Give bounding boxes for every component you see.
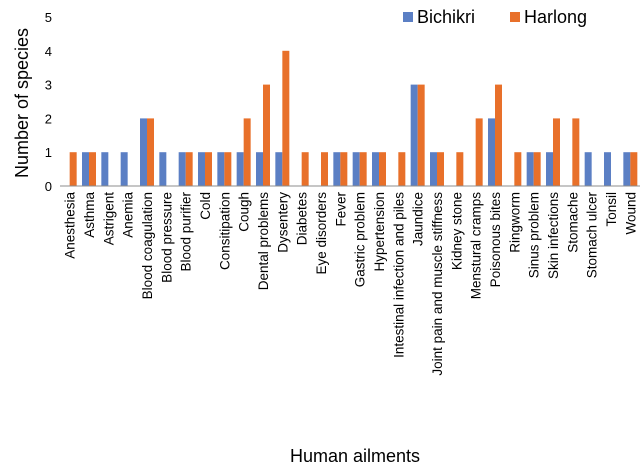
bar-harlong [360, 152, 367, 186]
bar-harlong [70, 152, 77, 186]
y-tick-label: 3 [45, 78, 52, 93]
x-category-label: Joint pain and muscle stiffness [430, 192, 445, 376]
y-axis-ticks: 0 1 2 3 4 5 [45, 10, 52, 194]
bar-harlong [89, 152, 96, 186]
x-category-label: Anemia [121, 192, 136, 238]
bar-bichikri [101, 152, 108, 186]
x-category-label: Fever [333, 192, 348, 227]
x-category-label: Intestinal infection and piles [391, 192, 406, 358]
bar-bichikri [275, 152, 282, 186]
bar-harlong [302, 152, 309, 186]
bar-bichikri [217, 152, 224, 186]
y-tick-label: 4 [45, 44, 52, 59]
x-category-label: Skin infections [546, 192, 561, 279]
x-category-label: Diabetes [295, 192, 310, 246]
y-tick-label: 5 [45, 10, 52, 25]
bar-harlong [476, 118, 483, 186]
x-category-label: Sinus problem [527, 192, 542, 278]
bar-bichikri [333, 152, 340, 186]
y-axis-label: Number of species [12, 28, 32, 178]
bar-bichikri [527, 152, 534, 186]
bar-bichikri [140, 118, 147, 186]
x-category-label: Cough [237, 192, 252, 232]
bar-harlong [572, 118, 579, 186]
x-category-label: Jaundice [411, 192, 426, 246]
bar-bichikri [623, 152, 630, 186]
bar-harlong [630, 152, 637, 186]
x-category-label: Anesthesia [63, 192, 78, 259]
x-category-label: Cold [198, 192, 213, 220]
bar-harlong [553, 118, 560, 186]
x-category-label: Blood coagulation [140, 192, 155, 299]
bar-harlong [263, 85, 270, 186]
y-tick-label: 0 [45, 179, 52, 194]
bar-bichikri [488, 118, 495, 186]
bar-harlong [495, 85, 502, 186]
x-category-label: Ringworm [507, 192, 522, 253]
bar-bichikri [179, 152, 186, 186]
y-tick-label: 2 [45, 111, 52, 126]
bar-bichikri [546, 152, 553, 186]
bar-harlong [418, 85, 425, 186]
bar-bichikri [372, 152, 379, 186]
bar-bichikri [256, 152, 263, 186]
bar-harlong [398, 152, 405, 186]
x-category-label: Eye disorders [314, 192, 329, 275]
x-category-label: Tonsil [604, 192, 619, 227]
x-category-label: Poisonous bites [488, 192, 503, 288]
x-category-label: Consitipation [217, 192, 232, 270]
bar-bichikri [237, 152, 244, 186]
bar-bichikri [82, 152, 89, 186]
x-axis-label: Human ailments [290, 446, 420, 466]
bar-bichikri [198, 152, 205, 186]
bar-bichikri [604, 152, 611, 186]
x-category-label: Dental problems [256, 192, 271, 291]
x-category-label: Stomache [565, 192, 580, 253]
x-category-label: Stomach ulcer [585, 192, 600, 279]
x-category-label: Asthma [82, 192, 97, 238]
bar-harlong [379, 152, 386, 186]
bars-group [70, 51, 638, 186]
bar-bichikri [585, 152, 592, 186]
bar-bichikri [159, 152, 166, 186]
x-category-label: Dysentery [275, 192, 290, 253]
bar-harlong [186, 152, 193, 186]
bar-bichikri [430, 152, 437, 186]
y-tick-label: 1 [45, 145, 52, 160]
bar-bichikri [121, 152, 128, 186]
x-category-label: Menstural cramps [469, 192, 484, 300]
bar-harlong [534, 152, 541, 186]
legend-swatch-bichikri [403, 12, 413, 22]
bar-harlong [456, 152, 463, 186]
x-category-label: Hypertension [372, 192, 387, 272]
bar-harlong [224, 152, 231, 186]
bar-harlong [514, 152, 521, 186]
bar-harlong [321, 152, 328, 186]
bar-harlong [147, 118, 154, 186]
x-category-label: Kidney stone [449, 192, 464, 270]
x-category-label: Blood pressure [159, 192, 174, 283]
bar-bichikri [411, 85, 418, 186]
x-category-label: Gastric problem [353, 192, 368, 287]
x-category-label: Blood purifier [179, 191, 194, 271]
legend-label-harlong: Harlong [524, 7, 587, 27]
bar-harlong [340, 152, 347, 186]
bar-harlong [205, 152, 212, 186]
x-category-label: Astrigent [101, 192, 116, 246]
x-category-label: Wound [623, 192, 638, 235]
legend-swatch-harlong [510, 12, 520, 22]
x-axis-category-labels: Anesthesia Asthma Astrigent Anemia Blood coa… [63, 191, 639, 375]
bar-harlong [244, 118, 251, 186]
bar-bichikri [353, 152, 360, 186]
bar-harlong [437, 152, 444, 186]
legend: Bichikri Harlong [403, 7, 587, 27]
legend-label-bichikri: Bichikri [417, 7, 475, 27]
bar-harlong [282, 51, 289, 186]
